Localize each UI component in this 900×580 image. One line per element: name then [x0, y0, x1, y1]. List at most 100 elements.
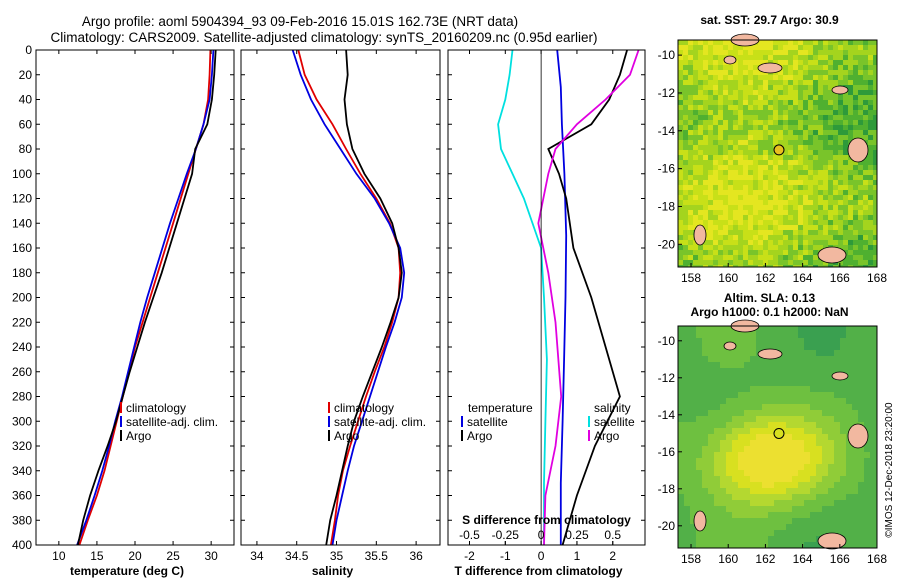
map-cell: [792, 524, 798, 530]
map-cell: [738, 338, 744, 344]
map-cell: [864, 512, 870, 518]
map-cell: [753, 125, 758, 130]
map-cell: [793, 165, 798, 170]
map-cell: [828, 70, 833, 75]
map-cell: [698, 190, 703, 195]
map-cell: [726, 452, 732, 458]
map-cell: [750, 476, 756, 482]
map-cell: [738, 190, 743, 195]
map-cell: [693, 255, 698, 260]
map-cell: [738, 542, 744, 548]
map-cell: [804, 524, 810, 530]
map-cell: [708, 235, 713, 240]
map-cell: [803, 160, 808, 165]
map-cell: [780, 530, 786, 536]
map-cell: [868, 125, 873, 130]
map-cell: [798, 120, 803, 125]
map-cell: [708, 170, 713, 175]
map-cell: [758, 200, 763, 205]
map-cell: [778, 60, 783, 65]
map-cell: [718, 75, 723, 80]
map-frame: [677, 39, 878, 268]
map-cell: [852, 464, 858, 470]
map-cell: [753, 210, 758, 215]
map-cell: [798, 512, 804, 518]
map-cell: [823, 220, 828, 225]
map-cell: [848, 175, 853, 180]
map-cell: [838, 130, 843, 135]
map-cell: [723, 225, 728, 230]
map-cell: [714, 350, 720, 356]
map-cell: [720, 356, 726, 362]
map-cell: [798, 446, 804, 452]
map-cell: [808, 65, 813, 70]
map-cell: [678, 428, 684, 434]
map-cell: [816, 500, 822, 506]
map-cell: [723, 265, 728, 267]
map-cell: [726, 500, 732, 506]
y-tick-label: 320: [12, 439, 32, 453]
map-cell: [684, 404, 690, 410]
map-cell: [813, 215, 818, 220]
map-cell: [698, 65, 703, 70]
map-cell: [688, 205, 693, 210]
map-cell: [858, 130, 863, 135]
map-cell: [732, 446, 738, 452]
map-cell: [718, 115, 723, 120]
map-cell: [773, 210, 778, 215]
map-cell: [768, 150, 773, 155]
map-cell: [803, 245, 808, 250]
map-cell: [683, 160, 688, 165]
map-cell: [792, 536, 798, 542]
map-cell: [838, 225, 843, 230]
map-cell: [708, 458, 714, 464]
map-cell: [773, 60, 778, 65]
map-cell: [688, 90, 693, 95]
map-cell: [828, 350, 834, 356]
map-cell: [753, 160, 758, 165]
map-cell: [804, 326, 810, 332]
map-cell: [726, 470, 732, 476]
map-cell: [698, 255, 703, 260]
map-cell: [690, 530, 696, 536]
map-cell: [813, 250, 818, 255]
map-cell: [778, 110, 783, 115]
map-cell: [868, 100, 873, 105]
map-cell: [816, 542, 822, 548]
map-cell: [743, 65, 748, 70]
map-cell: [720, 470, 726, 476]
map-cell: [768, 344, 774, 350]
map-cell: [816, 410, 822, 416]
land-outline: [693, 510, 707, 532]
map-cell: [852, 416, 858, 422]
map-cell: [774, 374, 780, 380]
map-cell: [780, 482, 786, 488]
map-cell: [834, 416, 840, 422]
map-cell: [833, 50, 838, 55]
map-cell: [816, 398, 822, 404]
map-cell: [808, 85, 813, 90]
map-cell: [726, 326, 732, 332]
map-cell: [733, 160, 738, 165]
map-cell: [846, 332, 852, 338]
map-cell: [758, 120, 763, 125]
map-cell: [708, 265, 713, 267]
map-cell: [743, 185, 748, 190]
map-cell: [678, 125, 683, 130]
map-cell: [748, 265, 753, 267]
map-cell: [828, 80, 833, 85]
map-cell: [828, 344, 834, 350]
map-cell: [822, 344, 828, 350]
map-cell: [808, 190, 813, 195]
map-cell: [714, 428, 720, 434]
map-cell: [678, 434, 684, 440]
map-cell: [678, 255, 683, 260]
map-cell: [703, 85, 708, 90]
map-cell: [808, 160, 813, 165]
map-cell: [708, 135, 713, 140]
map-cell: [848, 255, 853, 260]
map-cell: [678, 410, 684, 416]
map-cell: [793, 140, 798, 145]
x-axis-label: temperature (deg C): [70, 564, 184, 578]
map-cell: [718, 205, 723, 210]
